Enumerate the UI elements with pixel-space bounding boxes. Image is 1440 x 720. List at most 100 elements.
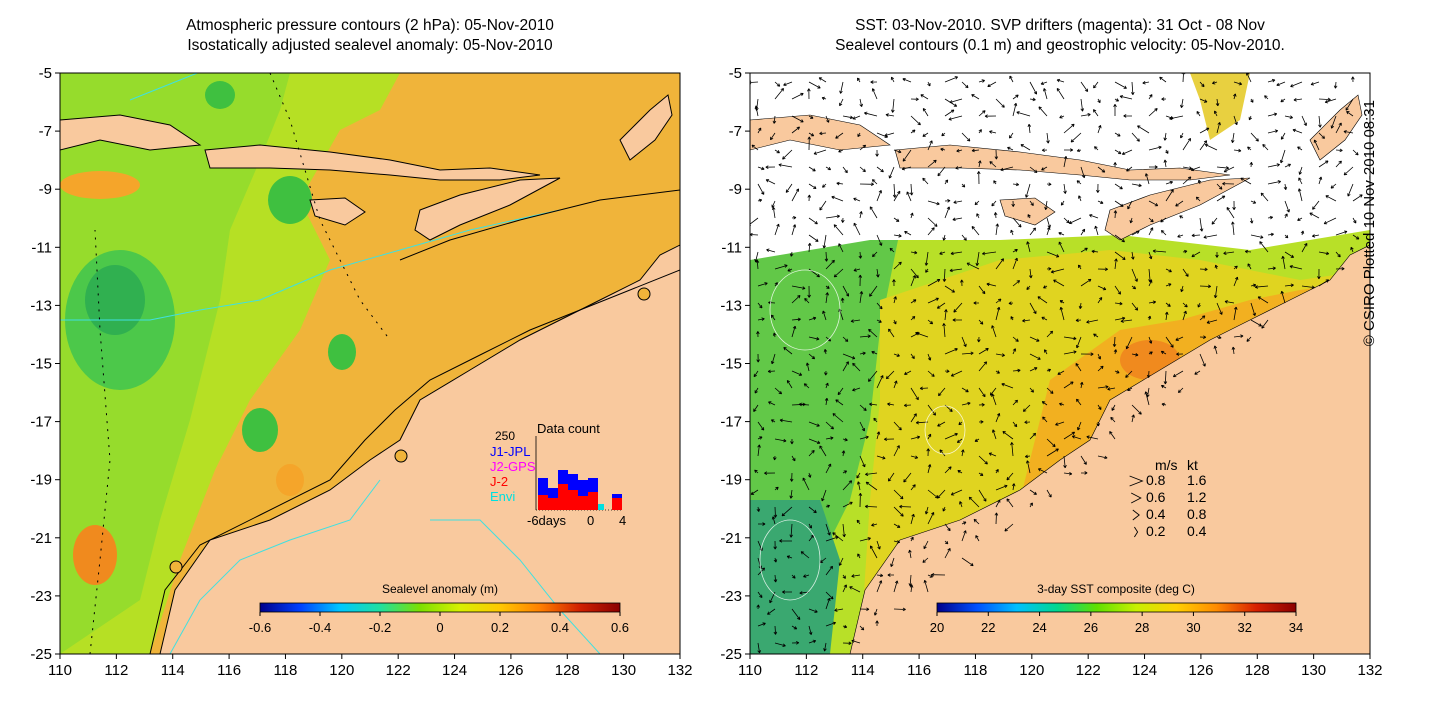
- velocity-arrow: [888, 166, 895, 179]
- velocity-arrow: [819, 445, 827, 457]
- velocity-arrow: [807, 136, 812, 151]
- velocity-arrow: [1335, 251, 1341, 258]
- velocity-arrow: [774, 264, 788, 270]
- velocity-arrow: [995, 484, 1008, 491]
- velocity-arrow: [1343, 130, 1354, 134]
- right-lat-tick-label: -9: [729, 181, 742, 198]
- velocity-arrow: [953, 302, 963, 313]
- velocity-arrow: [978, 489, 987, 502]
- velocity-arrow: [803, 383, 810, 389]
- velocity-arrow: [1078, 302, 1083, 309]
- velocity-arrow: [909, 183, 914, 196]
- left-green-region-2: [60, 73, 290, 654]
- velocity-arrow: [1318, 132, 1325, 139]
- velocity-arrow: [773, 625, 778, 635]
- velocity-arrow: [1148, 108, 1158, 117]
- left-lon-tick-label: 128: [555, 662, 580, 679]
- velocity-arrow: [1012, 368, 1021, 373]
- velocity-arrow: [1114, 258, 1118, 270]
- velocity-arrow: [808, 608, 818, 613]
- velocity-arrow: [893, 353, 900, 357]
- velocity-arrow: [904, 231, 912, 236]
- velocity-arrow: [771, 206, 776, 219]
- velocity-arrow: [1029, 97, 1036, 102]
- velocity-arrow: [859, 455, 866, 468]
- velocity-arrow: [1110, 416, 1116, 423]
- velocity-arrow: [1125, 370, 1133, 378]
- velocity-arrow: [1159, 76, 1167, 83]
- velocity-arrow: [944, 109, 955, 117]
- velocity-arrow: [757, 317, 765, 321]
- velocity-arrow: [757, 622, 766, 627]
- velocity-arrow: [825, 597, 831, 610]
- left-title-line1: Atmospheric pressure contours (2 hPa): 0…: [186, 17, 554, 34]
- velocity-arrow: [766, 248, 776, 253]
- velocity-arrow: [995, 258, 1004, 270]
- velocity-arrow: [1260, 192, 1269, 202]
- velocity-arrow: [1216, 302, 1223, 315]
- pressure-contour: [399, 189, 680, 261]
- velocity-arrow: [1276, 81, 1286, 87]
- velocity-arrow: [1114, 81, 1127, 89]
- velocity-arrow: [858, 251, 863, 259]
- velocity-arrow: [978, 403, 985, 407]
- right-lon-tick-label: 112: [794, 662, 818, 679]
- velocity-arrow: [842, 353, 856, 360]
- velocity-arrow: [818, 77, 827, 83]
- velocity-arrow: [876, 234, 883, 246]
- velocity-arrow: [1352, 149, 1359, 156]
- velocity-arrow: [859, 421, 865, 432]
- velocity-arrow: [1071, 435, 1082, 440]
- velocity-arrow: [1247, 146, 1252, 151]
- velocity-arrow: [1044, 200, 1048, 211]
- velocity-arrow: [1325, 195, 1337, 202]
- velocity-arrow: [1012, 102, 1018, 117]
- velocity-arrow: [1028, 268, 1033, 279]
- velocity-arrow: [1097, 297, 1103, 304]
- velocity-arrow: [842, 285, 849, 297]
- velocity-arrow: [774, 438, 787, 443]
- velocity-arrow: [805, 362, 810, 372]
- velocity-arrow: [927, 353, 932, 361]
- velocity-arrow: [1016, 111, 1031, 117]
- velocity-arrow: [1204, 143, 1218, 151]
- right-colorbar-ticks: 20 22 24 26 28 30 32 34: [930, 612, 1303, 635]
- australia-landmass: [159, 244, 680, 654]
- velocity-arrow: [825, 504, 831, 509]
- velocity-arrow: [1216, 122, 1221, 134]
- velocity-arrow: [859, 351, 866, 356]
- velocity-arrow: [1046, 387, 1054, 394]
- velocity-arrow: [1093, 109, 1099, 117]
- velocity-arrow: [1080, 113, 1091, 117]
- velocity-arrow: [1165, 149, 1169, 154]
- velocity-arrow: [944, 540, 949, 545]
- velocity-arrow: [1164, 311, 1169, 321]
- velocity-arrow: [1097, 404, 1102, 410]
- velocity-arrow: [757, 421, 765, 431]
- velocity-arrow: [1212, 81, 1218, 85]
- velocity-arrow: [1160, 230, 1167, 236]
- velocity-arrow: [825, 166, 832, 171]
- velocity-arrow: [1301, 115, 1307, 127]
- velocity-arrow: [1114, 251, 1126, 260]
- velocity-arrow: [893, 319, 897, 325]
- left-lon-tick-label: 132: [667, 662, 692, 679]
- velocity-arrow: [1127, 387, 1133, 391]
- velocity-arrow: [750, 80, 759, 85]
- velocity-arrow: [1012, 348, 1017, 355]
- velocity-arrow: [753, 404, 759, 412]
- velocity-arrow: [825, 463, 832, 474]
- velocity-arrow: [1215, 98, 1220, 107]
- velocity-arrow: [853, 197, 861, 202]
- velocity-arrow: [1078, 195, 1082, 202]
- velocity-arrow: [1057, 370, 1065, 375]
- left-colorbar-tick-label: -0.6: [249, 620, 271, 635]
- velocity-arrow: [876, 573, 884, 578]
- velocity-arrow: [1114, 234, 1125, 243]
- timor-island: [1104, 177, 1251, 241]
- velocity-arrow: [893, 489, 904, 500]
- velocity-arrow: [1267, 232, 1274, 237]
- velocity-arrow: [791, 285, 806, 290]
- isobath-line: [430, 519, 601, 654]
- velocity-arrow: [923, 579, 929, 593]
